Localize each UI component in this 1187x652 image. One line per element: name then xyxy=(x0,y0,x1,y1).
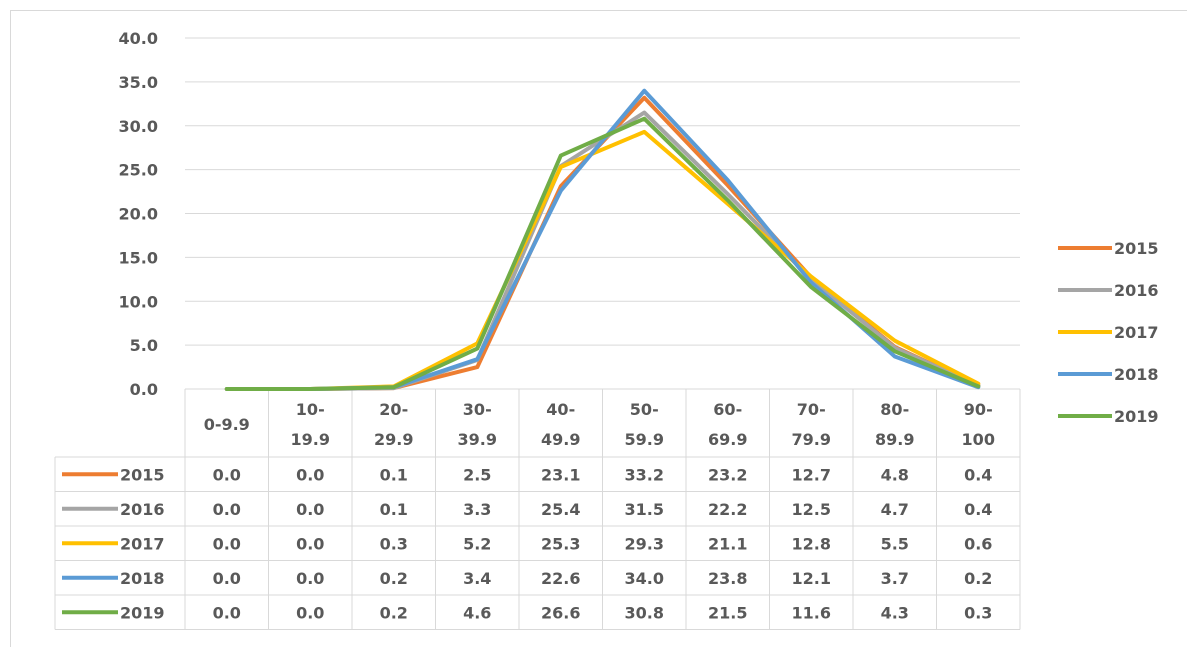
table-cell-value: 23.8 xyxy=(708,569,747,588)
table-cell-value: 0.2 xyxy=(380,569,408,588)
x-category-label: 60- xyxy=(713,400,742,419)
x-category-label: 79.9 xyxy=(792,430,831,449)
table-row-label: 2015 xyxy=(120,465,165,484)
table-cell-value: 0.1 xyxy=(380,465,408,484)
table-cell-value: 0.0 xyxy=(213,500,241,519)
table-cell-value: 3.7 xyxy=(881,569,909,588)
series-line-2016 xyxy=(224,110,981,391)
table-cell-value: 0.0 xyxy=(296,465,324,484)
table-cell-value: 34.0 xyxy=(625,569,664,588)
legend-label: 2018 xyxy=(1114,365,1159,384)
x-category-label: 30- xyxy=(463,400,492,419)
y-tick-label: 10.0 xyxy=(119,292,158,311)
x-category-label: 80- xyxy=(880,400,909,419)
series-line-2017 xyxy=(224,129,981,391)
table-cell-value: 23.1 xyxy=(541,465,580,484)
legend-label: 2016 xyxy=(1114,281,1159,300)
table-row-label: 2018 xyxy=(120,569,165,588)
table-cell-value: 25.4 xyxy=(541,500,580,519)
x-category-label: 49.9 xyxy=(541,430,580,449)
table-cell-value: 23.2 xyxy=(708,465,747,484)
x-category-label: 70- xyxy=(797,400,826,419)
table-cell-value: 0.3 xyxy=(380,534,408,553)
table-cell-value: 5.2 xyxy=(463,534,491,553)
table-cell-value: 0.1 xyxy=(380,500,408,519)
series-line-2019 xyxy=(224,116,981,391)
table-cell-value: 3.4 xyxy=(463,569,491,588)
table-cell-value: 12.8 xyxy=(792,534,831,553)
y-tick-label: 5.0 xyxy=(130,336,158,355)
table-cell-value: 0.0 xyxy=(213,465,241,484)
legend-label: 2017 xyxy=(1114,323,1159,342)
table-cell-value: 0.0 xyxy=(296,603,324,622)
table-cell-value: 29.3 xyxy=(625,534,664,553)
table-cell-value: 4.6 xyxy=(463,603,491,622)
table-cell-value: 0.2 xyxy=(380,603,408,622)
y-tick-label: 35.0 xyxy=(119,73,158,92)
table-cell-value: 22.6 xyxy=(541,569,580,588)
x-category-label: 69.9 xyxy=(708,430,747,449)
table-cell-value: 4.3 xyxy=(881,603,909,622)
table-cell-value: 0.0 xyxy=(296,569,324,588)
x-category-label: 39.9 xyxy=(458,430,497,449)
table-cell-value: 26.6 xyxy=(541,603,580,622)
y-tick-label: 40.0 xyxy=(119,29,158,48)
x-category-label: 0-9.9 xyxy=(204,415,250,434)
table-cell-value: 0.4 xyxy=(964,465,992,484)
table-cell-value: 12.7 xyxy=(792,465,831,484)
table-cell-value: 25.3 xyxy=(541,534,580,553)
y-tick-label: 0.0 xyxy=(130,380,158,399)
table-cell-value: 4.7 xyxy=(881,500,909,519)
table-cell-value: 11.6 xyxy=(792,603,831,622)
x-category-label: 19.9 xyxy=(291,430,330,449)
table-cell-value: 21.5 xyxy=(708,603,747,622)
y-tick-label: 25.0 xyxy=(119,161,158,180)
chart-frame-top-border xyxy=(10,10,1187,11)
chart-frame-left-border xyxy=(10,10,11,647)
x-category-label: 90- xyxy=(964,400,993,419)
table-cell-value: 5.5 xyxy=(881,534,909,553)
table-row-label: 2016 xyxy=(120,500,165,519)
table-cell-value: 21.1 xyxy=(708,534,747,553)
x-category-label: 29.9 xyxy=(374,430,413,449)
table-cell-value: 22.2 xyxy=(708,500,747,519)
table-cell-value: 2.5 xyxy=(463,465,491,484)
table-cell-value: 0.0 xyxy=(296,534,324,553)
table-cell-value: 0.6 xyxy=(964,534,992,553)
table-cell-value: 0.0 xyxy=(296,500,324,519)
legend-label: 2019 xyxy=(1114,407,1159,426)
x-category-label: 100 xyxy=(962,430,995,449)
x-category-label: 59.9 xyxy=(625,430,664,449)
x-category-label: 10- xyxy=(296,400,325,419)
table-cell-value: 0.3 xyxy=(964,603,992,622)
table-cell-value: 0.4 xyxy=(964,500,992,519)
y-tick-label: 20.0 xyxy=(119,205,158,224)
x-category-label: 50- xyxy=(630,400,659,419)
table-row-label: 2019 xyxy=(120,603,165,622)
table-cell-value: 3.3 xyxy=(463,500,491,519)
table-cell-value: 12.5 xyxy=(792,500,831,519)
y-tick-label: 30.0 xyxy=(119,117,158,136)
table-cell-value: 0.0 xyxy=(213,603,241,622)
table-cell-value: 30.8 xyxy=(625,603,664,622)
y-tick-label: 15.0 xyxy=(119,248,158,267)
table-cell-value: 0.0 xyxy=(213,534,241,553)
legend-label: 2015 xyxy=(1114,239,1159,258)
table-row-label: 2017 xyxy=(120,534,165,553)
table-cell-value: 33.2 xyxy=(625,465,664,484)
x-category-label: 89.9 xyxy=(875,430,914,449)
table-cell-value: 4.8 xyxy=(881,465,909,484)
x-category-label: 40- xyxy=(546,400,575,419)
table-cell-value: 0.2 xyxy=(964,569,992,588)
x-category-label: 20- xyxy=(379,400,408,419)
table-cell-value: 12.1 xyxy=(792,569,831,588)
table-cell-value: 31.5 xyxy=(625,500,664,519)
table-cell-value: 0.0 xyxy=(213,569,241,588)
